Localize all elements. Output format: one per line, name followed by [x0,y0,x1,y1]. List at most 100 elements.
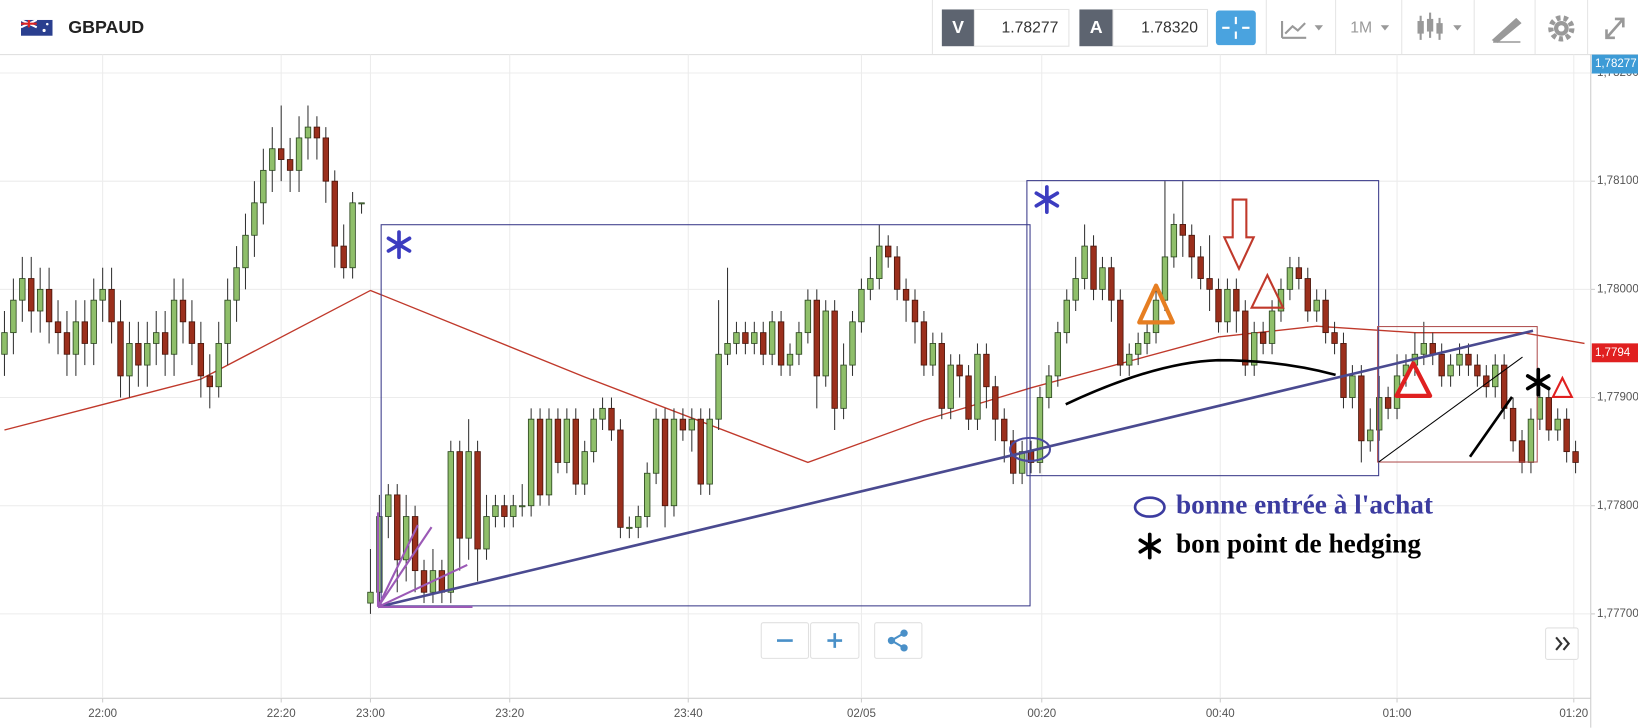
flag [20,19,53,36]
candle-body [1438,353,1445,377]
candle-body [768,321,776,355]
bid-label: V [952,17,964,37]
candle-body [626,526,633,529]
candle-body [652,418,660,474]
candle-body [1384,397,1392,409]
asterisk [1525,367,1551,397]
triangle [1137,283,1175,325]
x-tick-label: 01:20 [1559,708,1588,720]
candle-body [63,332,71,355]
candle-body [554,418,562,463]
candle-body [983,353,990,388]
candle-body [206,375,213,388]
zoom-in-button[interactable] [810,622,860,659]
y-tick-label: 1,77700 [1597,608,1638,620]
candle-body [1018,451,1026,474]
candle-body [1492,364,1499,388]
candle-body [876,245,883,279]
candle-body [1206,278,1213,290]
candle-body [920,321,928,366]
candle-body [1295,267,1303,279]
candle-body [992,386,999,420]
candle-body [367,591,374,604]
candle-body [1286,267,1294,290]
zoom-out-button[interactable] [760,622,810,659]
candle-body [911,299,919,323]
candle-body [858,288,865,323]
candle-body [1518,440,1526,463]
candle-body [1054,332,1062,377]
candle-body [1349,375,1356,398]
candle-body [1259,332,1267,344]
candle-body [135,343,142,366]
bid-label-box [941,9,975,47]
toolbar [0,0,1638,55]
x-tick-label: 22:20 [267,708,296,720]
bid: 1.78277 [1002,20,1059,37]
candle-body [474,451,481,550]
candle-body [688,418,696,431]
candle-body [1277,288,1285,312]
x-tick-label: 23:20 [495,708,524,720]
candle-type-button[interactable] [1417,12,1462,40]
timeframe-caret [1380,25,1390,31]
plot [1,105,1585,614]
candle-body [1322,299,1329,334]
ask-label-box [1079,9,1113,47]
candle-body [1313,299,1320,312]
crosshair-button[interactable] [1215,10,1256,46]
candle-body [599,407,606,420]
draw-button[interactable] [1491,17,1522,43]
candle-body [117,321,124,377]
candle-body [90,299,97,344]
share-button[interactable] [874,622,923,659]
candle-body [10,299,17,334]
candle-body [1420,343,1428,355]
y-tick-label: 1,77900 [1597,392,1638,404]
chart-type-button[interactable] [1281,21,1323,39]
box [1026,180,1380,477]
ask-label: A [1090,17,1103,37]
triangle [1394,361,1433,398]
candle-body [45,288,53,323]
candle-body [358,202,365,205]
candle-body [1563,418,1570,453]
candle-body [1215,288,1222,323]
candle-body [322,137,330,182]
expand-button[interactable] [1605,17,1625,40]
candle-body [36,288,44,312]
scroll-end-button[interactable] [1545,627,1579,660]
timeframe[interactable]: 1M [1350,20,1372,37]
annotation: bonne entrée à l'achat [1176,489,1433,519]
candle-body [385,494,392,517]
x-tick-label: 00:20 [1027,708,1056,720]
candle-body [81,321,88,344]
candle-body [902,288,910,301]
candle-body [1268,310,1276,344]
candle-body [447,451,454,593]
candle-body [813,299,820,377]
candle-body [1251,332,1258,366]
y-tick-label: 1,77800 [1597,500,1638,512]
asterisk [1034,185,1060,214]
candle-body [1197,256,1204,279]
bid-box [973,8,1070,47]
candle-body [126,343,133,377]
candle-body [411,516,419,572]
candle-body [402,516,410,561]
candle-body [1134,343,1142,355]
candle-body [1242,310,1249,366]
curve [1065,358,1336,406]
candle-body [278,148,285,160]
candles [1,105,1579,614]
y-tick-label: 1,78100 [1597,175,1638,187]
candle-body [420,570,428,593]
candle-body [304,126,312,139]
candle-body [1340,343,1347,398]
candle-body [295,137,303,171]
settings-button[interactable] [1548,15,1575,42]
candle-body [1367,429,1374,442]
candle-body [233,267,240,301]
candle-body [947,364,954,409]
